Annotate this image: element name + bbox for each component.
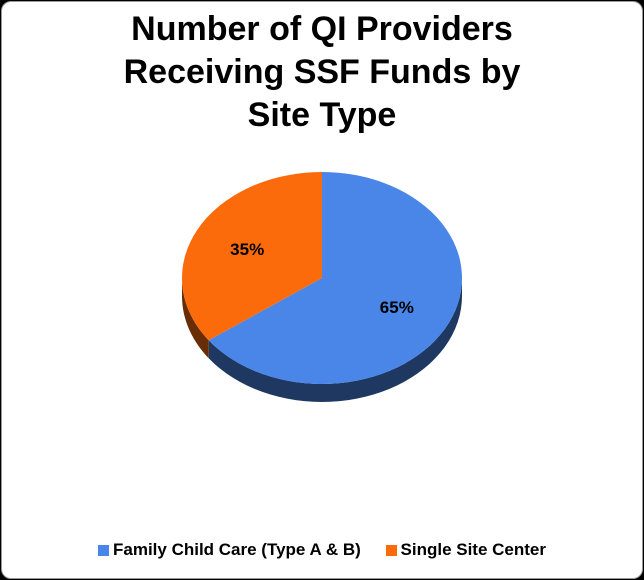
data-label-1: 35% [230,240,264,259]
chart-legend: Family Child Care (Type A & B) Single Si… [2,540,642,561]
legend-item-family-child-care: Family Child Care (Type A & B) [97,540,361,560]
chart-title: Number of QI Providers Receiving SSF Fun… [2,8,642,137]
pie-slice-0 [208,172,462,384]
pie-slice-side-0 [208,278,462,402]
data-label-0: 65% [380,298,414,317]
legend-item-single-site-center: Single Site Center [385,540,546,560]
chart-title-line-1: Number of QI Providers [131,10,513,48]
chart-title-line-2: Receiving SSF Funds by [123,53,521,91]
legend-swatch-single-site-center [385,544,397,556]
pie-slice-side-1 [182,278,209,359]
chart-title-line-3: Site Type [247,96,397,134]
legend-label-single-site-center: Single Site Center [400,540,546,559]
pie-slice-1 [181,171,322,341]
legend-label-family-child-care: Family Child Care (Type A & B) [112,540,361,559]
legend-swatch-family-child-care [97,544,109,556]
